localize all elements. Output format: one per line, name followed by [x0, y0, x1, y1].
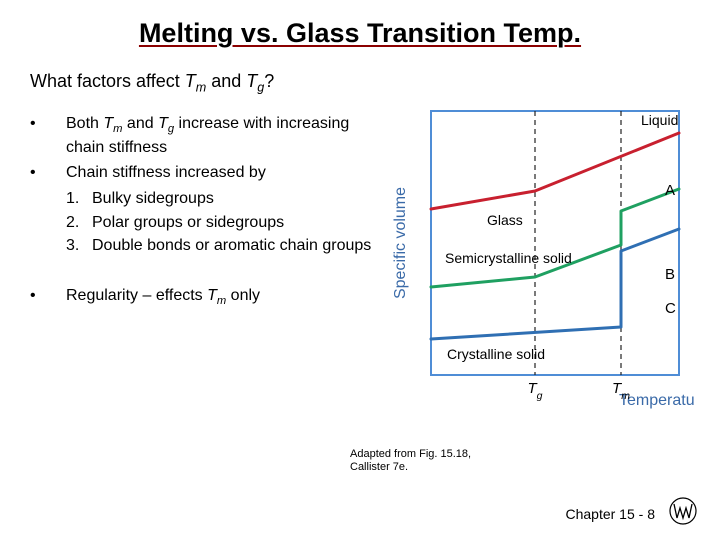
bullet-3-text: Regularity – effects Tm only	[66, 285, 375, 309]
sub-1-text: Bulky sidegroups	[92, 188, 214, 210]
sub-num: 1.	[66, 188, 92, 210]
sub-1: 1.Bulky sidegroups	[66, 188, 375, 210]
subtitle-part-c: ?	[264, 71, 274, 91]
b1a: Both	[66, 115, 103, 132]
sub-2: 2.Polar groups or sidegroups	[66, 212, 375, 234]
b3-tm-m: m	[217, 295, 226, 307]
volume-temperature-chart: Specific volume Temperature Tg Tm Liquid Glas…	[385, 103, 695, 413]
b1-tg-t: T	[158, 115, 168, 132]
b3b: only	[226, 287, 260, 304]
b1-tm-t: T	[103, 115, 113, 132]
bullet-2-text: Chain stiffness increased by	[66, 162, 375, 184]
svg-text:Semicrystalline solid: Semicrystalline solid	[445, 250, 572, 266]
sub-num: 3.	[66, 235, 92, 257]
b1b: and	[122, 115, 158, 132]
figure-caption: Adapted from Fig. 15.18, Callister 7e.	[350, 448, 471, 474]
sym-tg-t: T	[246, 71, 257, 91]
bullet-2: • Chain stiffness increased by	[30, 162, 375, 184]
sublist: 1.Bulky sidegroups 2.Polar groups or sid…	[66, 188, 375, 257]
chart-wrap: Specific volumeTemperatureTgTmLiquidGlas…	[375, 113, 690, 314]
b3a: Regularity – effects	[66, 287, 207, 304]
subtitle-part-a: What factors affect	[30, 71, 185, 91]
content-row: • Both Tm and Tg increase with increasin…	[30, 113, 690, 314]
bullet-mark: •	[30, 162, 66, 184]
sym-tm-t: T	[185, 71, 196, 91]
svg-text:Liquid: Liquid	[641, 112, 678, 128]
caption-line-1: Adapted from Fig. 15.18,	[350, 448, 471, 461]
subtitle-part-b: and	[206, 71, 246, 91]
footer: Chapter 15 - 8	[565, 506, 655, 522]
subtitle: What factors affect Tm and Tg?	[30, 71, 690, 95]
svg-text:C: C	[665, 300, 676, 317]
svg-text:Tm: Tm	[612, 380, 630, 402]
svg-text:Specific volume: Specific volume	[392, 186, 409, 298]
bullet-1: • Both Tm and Tg increase with increasin…	[30, 113, 375, 159]
bullet-1-text: Both Tm and Tg increase with increasing …	[66, 113, 375, 159]
publisher-logo-icon	[668, 496, 698, 526]
bullet-3: • Regularity – effects Tm only	[30, 285, 375, 309]
bullet-mark: •	[30, 285, 66, 309]
svg-text:B: B	[665, 266, 675, 283]
svg-text:Glass: Glass	[487, 212, 523, 228]
footer-page: 8	[647, 506, 655, 522]
b3-tm-t: T	[207, 287, 217, 304]
sub-num: 2.	[66, 212, 92, 234]
sub-2-text: Polar groups or sidegroups	[92, 212, 284, 234]
svg-text:A: A	[665, 182, 675, 199]
svg-text:Tg: Tg	[527, 380, 542, 402]
bullet-mark: •	[30, 113, 66, 159]
bullet-list: • Both Tm and Tg increase with increasin…	[30, 113, 375, 314]
sub-3-text: Double bonds or aromatic chain groups	[92, 235, 371, 257]
svg-text:Crystalline solid: Crystalline solid	[447, 346, 545, 362]
sub-3: 3.Double bonds or aromatic chain groups	[66, 235, 375, 257]
page-title: Melting vs. Glass Transition Temp.	[30, 18, 690, 49]
footer-chapter: Chapter 15 -	[565, 506, 647, 522]
sym-tm-m: m	[196, 81, 207, 95]
caption-line-2: Callister 7e.	[350, 461, 471, 474]
svg-text:Temperature: Temperature	[619, 392, 695, 409]
